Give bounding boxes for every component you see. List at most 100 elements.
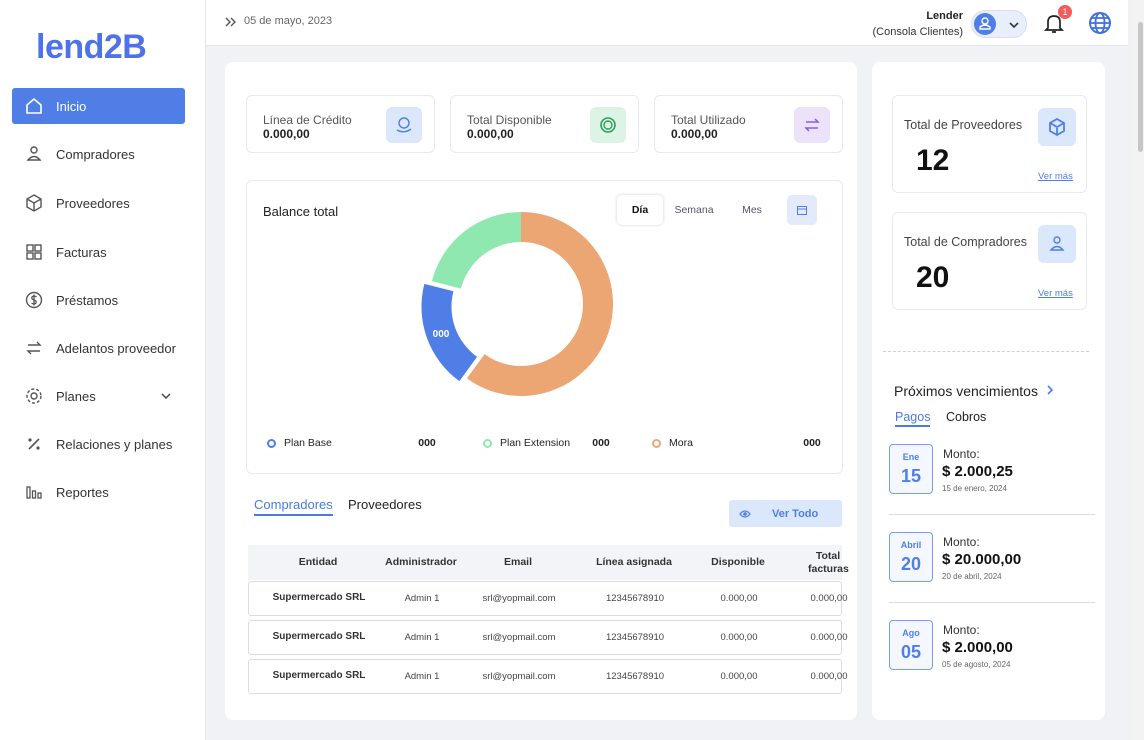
period-tab[interactable]: Semana bbox=[674, 204, 714, 216]
donut-segment bbox=[421, 283, 478, 382]
icon bbox=[804, 118, 820, 132]
view-all-button[interactable]: Ver Todo bbox=[729, 500, 842, 527]
separator bbox=[889, 602, 1095, 603]
nav-icon bbox=[26, 486, 42, 499]
legend-label: Plan Base bbox=[284, 437, 332, 449]
date: 05 de mayo, 2023 bbox=[244, 15, 333, 27]
icon bbox=[396, 117, 412, 133]
summary-count: 12 bbox=[916, 144, 950, 177]
nav-label: Adelantos proveedor bbox=[56, 341, 176, 356]
date-badge: Ago 05 bbox=[889, 620, 933, 670]
legend-dot bbox=[652, 439, 661, 448]
table-header: Entidad Administrador Email Línea asignada D… bbox=[248, 545, 849, 580]
nav-item[interactable]: Planes bbox=[12, 378, 185, 414]
nav-icon bbox=[26, 194, 42, 212]
user-menu[interactable] bbox=[971, 10, 1027, 38]
summary-card: Total de Compradores 20 Ver más bbox=[892, 212, 1087, 310]
period-tab[interactable]: Día bbox=[617, 195, 663, 225]
segment-label: 000 bbox=[433, 329, 450, 340]
date-badge: Abril 20 bbox=[889, 532, 933, 582]
column-header: Disponible bbox=[711, 556, 765, 568]
user-name: Lender bbox=[926, 10, 963, 22]
notifications[interactable]: 1 bbox=[1042, 5, 1072, 36]
nav-label: Facturas bbox=[56, 245, 107, 260]
summary-icon bbox=[1038, 225, 1076, 263]
due-amount: $ 2.000,25 bbox=[942, 463, 1013, 480]
column-header: Entidad bbox=[298, 556, 338, 568]
due-day: 15 bbox=[900, 466, 922, 486]
due-date: 05 de agosto, 2024 bbox=[942, 660, 1011, 669]
divider bbox=[883, 351, 1089, 352]
due-amount: $ 20.000,00 bbox=[942, 551, 1022, 568]
table-cell: 12345678910 bbox=[605, 593, 665, 604]
nav-item[interactable]: Facturas bbox=[12, 234, 185, 270]
balance-card: Balance total Día Semana Mes 000 Plan Base 000… bbox=[246, 180, 843, 474]
view-all-label: Ver Todo bbox=[772, 508, 819, 520]
summary-icon bbox=[1038, 108, 1076, 146]
table-row: Supermercado SRL Admin 1 srl@yopmail.com 12… bbox=[248, 659, 847, 694]
due-tab[interactable]: Cobros bbox=[946, 410, 987, 424]
due-day: 20 bbox=[900, 554, 922, 574]
chevron bbox=[161, 393, 171, 400]
avatar bbox=[974, 13, 996, 35]
nav-icon bbox=[26, 388, 42, 404]
legend-label: Mora bbox=[669, 437, 693, 449]
nav-label: Relaciones y planes bbox=[56, 437, 173, 452]
calendar-button[interactable] bbox=[787, 195, 817, 225]
stat-icon bbox=[794, 107, 830, 143]
legend-dot bbox=[267, 439, 276, 448]
donut-segment bbox=[466, 212, 613, 396]
nav-item[interactable]: Adelantos proveedor bbox=[12, 330, 185, 366]
due-date: 15 de enero, 2024 bbox=[942, 484, 1007, 493]
legend-value: 000 bbox=[418, 437, 436, 449]
column-header: Total facturas bbox=[808, 550, 849, 575]
nav-icon bbox=[26, 244, 42, 260]
nav-label: Préstamos bbox=[56, 293, 119, 308]
nav-item[interactable]: Inicio bbox=[12, 88, 185, 124]
user-role: (Consola Clientes) bbox=[872, 26, 963, 38]
period-tab[interactable]: Mes bbox=[742, 204, 762, 216]
nav-icon bbox=[26, 146, 42, 161]
summary-label: Total de Compradores bbox=[904, 235, 1027, 249]
nav-item[interactable]: Préstamos bbox=[12, 282, 185, 318]
due-label: Monto: bbox=[943, 447, 980, 461]
nav-item[interactable]: Reportes bbox=[12, 474, 185, 510]
tab[interactable]: Compradores bbox=[254, 497, 333, 516]
legend-value: 000 bbox=[592, 437, 610, 449]
see-more-link[interactable]: Ver más bbox=[1038, 171, 1073, 182]
scrollbar bbox=[1132, 0, 1144, 740]
icon bbox=[1049, 236, 1065, 251]
table-cell: Supermercado SRL bbox=[272, 592, 366, 603]
stat-label: Total Utilizado bbox=[671, 113, 746, 127]
table-cell: Supermercado SRL bbox=[272, 631, 366, 642]
due-label: Monto: bbox=[943, 535, 980, 549]
nav-item[interactable]: Compradores bbox=[12, 136, 185, 172]
stat-card: Total Utilizado 0.000,00 bbox=[654, 95, 843, 153]
table-cell: 12345678910 bbox=[605, 671, 665, 682]
breadcrumb-icon bbox=[225, 17, 236, 27]
nav-label: Proveedores bbox=[56, 196, 130, 211]
table-cell: 0.000,00 bbox=[720, 671, 758, 682]
stat-card: Total Disponible 0.000,00 bbox=[450, 95, 639, 153]
nav-item[interactable]: Proveedores bbox=[12, 185, 185, 221]
stat-label: Total Disponible bbox=[467, 113, 552, 127]
nav-item[interactable]: Relaciones y planes bbox=[12, 426, 185, 462]
main-panel: Línea de Crédito 0.000,00 Total Disponible… bbox=[225, 62, 857, 720]
due-day: 05 bbox=[900, 642, 922, 662]
column-header: Administrador bbox=[385, 556, 457, 568]
eye-icon bbox=[739, 510, 751, 518]
table-cell: 0.000,00 bbox=[720, 593, 758, 604]
table-cell: srl@yopmail.com bbox=[482, 671, 556, 682]
due-tab[interactable]: Pagos bbox=[895, 410, 931, 427]
stat-card: Línea de Crédito 0.000,00 bbox=[246, 95, 435, 153]
table-cell: 0.000,00 bbox=[810, 593, 848, 604]
chevron bbox=[1009, 22, 1019, 29]
date-badge: Ene 15 bbox=[889, 444, 933, 494]
side-panel: Total de Proveedores 12 Ver más Total de Co… bbox=[872, 62, 1105, 720]
see-more-link[interactable]: Ver más bbox=[1038, 288, 1073, 299]
topbar: 05 de mayo, 2023 Lender (Consola Clientes)… bbox=[206, 0, 1128, 46]
due-title: Próximos vencimientos bbox=[894, 383, 1038, 399]
column-header: Línea asignada bbox=[596, 556, 672, 568]
tab[interactable]: Proveedores bbox=[348, 497, 422, 512]
